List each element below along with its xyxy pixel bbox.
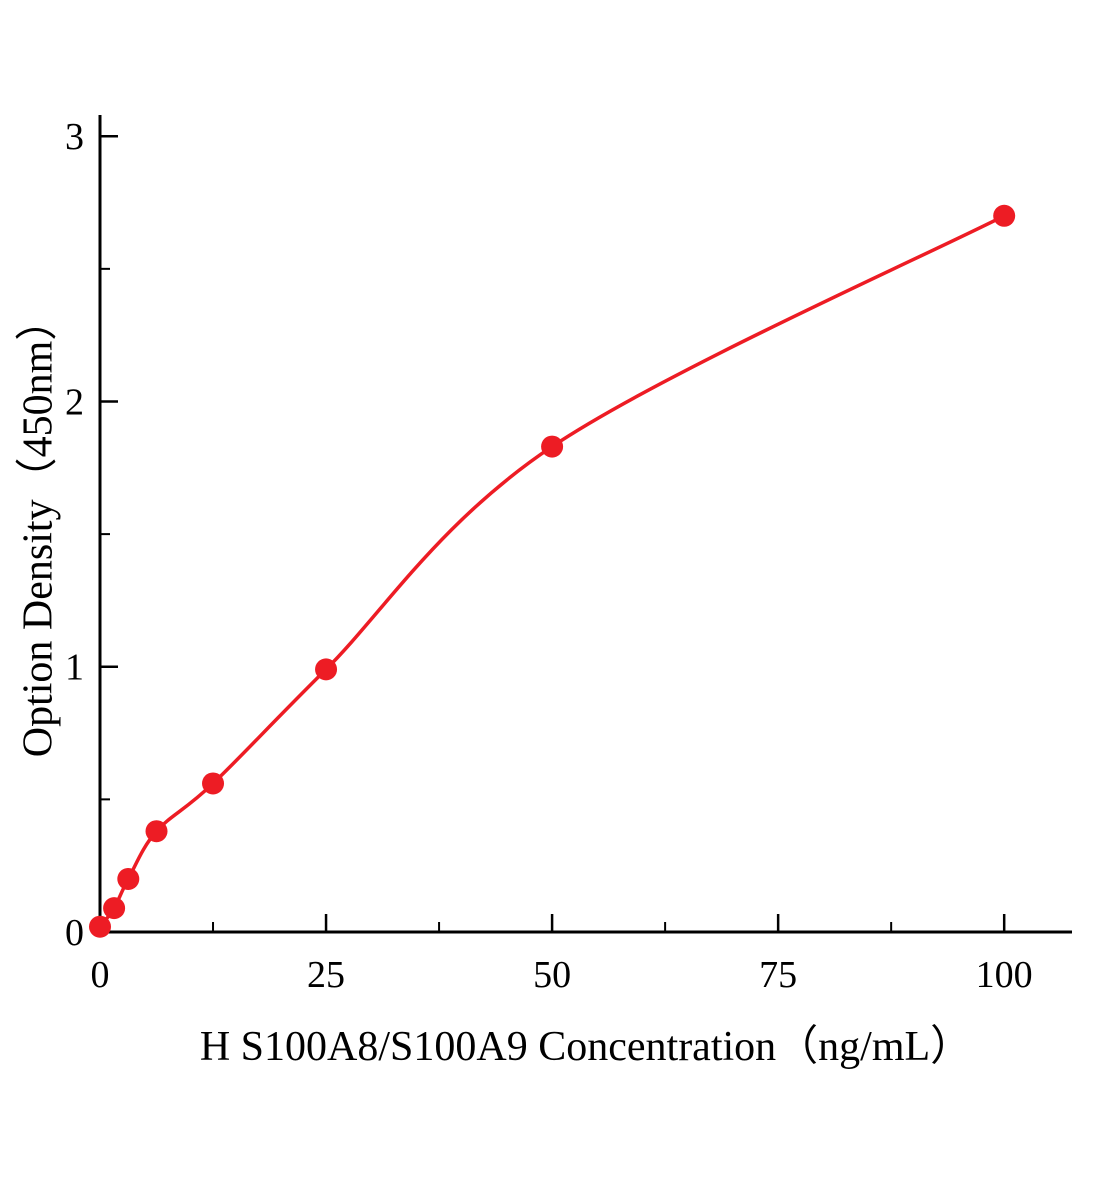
data-point [103,897,126,920]
data-point [202,772,225,795]
y-tick-label: 3 [65,116,84,158]
x-tick-label: 100 [976,954,1033,996]
y-axis-title: Option Density（450nm） [15,298,62,758]
x-tick-label: 75 [759,954,797,996]
data-point [541,435,564,458]
y-tick-label: 1 [65,647,84,689]
data-point [993,204,1016,227]
x-tick-label: 50 [533,954,571,996]
data-point [315,658,338,681]
x-tick-label: 0 [91,954,110,996]
x-tick-label: 25 [307,954,345,996]
y-tick-label: 2 [65,381,84,423]
data-point [89,915,111,938]
y-tick-label: 0 [65,912,84,954]
data-point [145,820,168,843]
fit-curve [98,214,1006,929]
data-point [117,867,140,890]
x-axis-title: H S100A8/S100A9 Concentration（ng/mL） [199,1024,973,1070]
